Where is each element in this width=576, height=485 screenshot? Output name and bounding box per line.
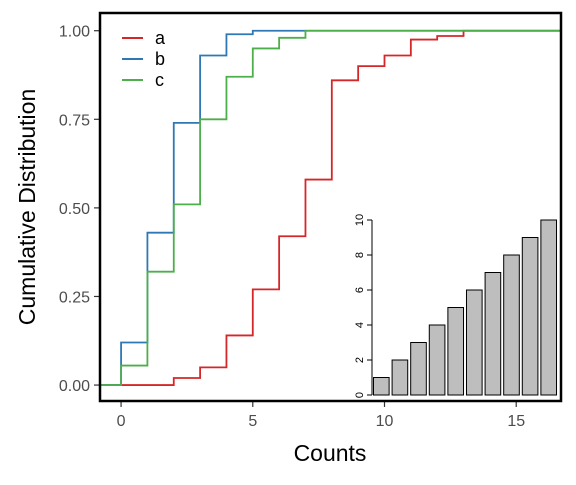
inset-bar: [372, 377, 390, 396]
x-tick-label: 10: [376, 413, 394, 430]
inset-y-tick-label: 4: [354, 322, 366, 328]
inset-y-tick-label: 0: [354, 392, 366, 398]
x-tick-label: 5: [248, 413, 257, 430]
inset-y-tick-label: 10: [354, 214, 366, 226]
series-line-c: [100, 29, 561, 386]
inset-bar: [410, 342, 427, 396]
inset-y-tick-label: 6: [354, 287, 366, 293]
legend-label-c: c: [155, 70, 164, 90]
inset-bar: [428, 324, 446, 396]
inset-bar: [484, 272, 502, 396]
inset-bar: [465, 289, 483, 396]
x-axis-title: Counts: [294, 440, 367, 466]
y-tick-label: 0.75: [59, 112, 90, 129]
plot-panel-border: [98, 11, 563, 403]
y-tick-label: 0.25: [59, 289, 90, 306]
inset-bar: [391, 359, 409, 396]
series-line-a: [100, 29, 561, 386]
inset-bar: [503, 254, 520, 396]
legend-label-b: b: [155, 49, 165, 69]
x-tick-label: 0: [117, 413, 126, 430]
legend-label-a: a: [155, 28, 166, 48]
inset-bar: [447, 307, 465, 396]
y-tick-label: 0.00: [59, 378, 90, 395]
inset-bar: [521, 237, 539, 396]
x-tick-label: 15: [507, 413, 525, 430]
y-tick-label: 0.50: [59, 201, 90, 218]
y-tick-label: 1.00: [59, 24, 90, 41]
y-axis-title: Cumulative Distribution: [14, 89, 40, 325]
inset-bar: [540, 219, 558, 396]
inset-y-tick-label: 8: [354, 252, 366, 258]
inset-y-tick-label: 2: [354, 357, 366, 363]
